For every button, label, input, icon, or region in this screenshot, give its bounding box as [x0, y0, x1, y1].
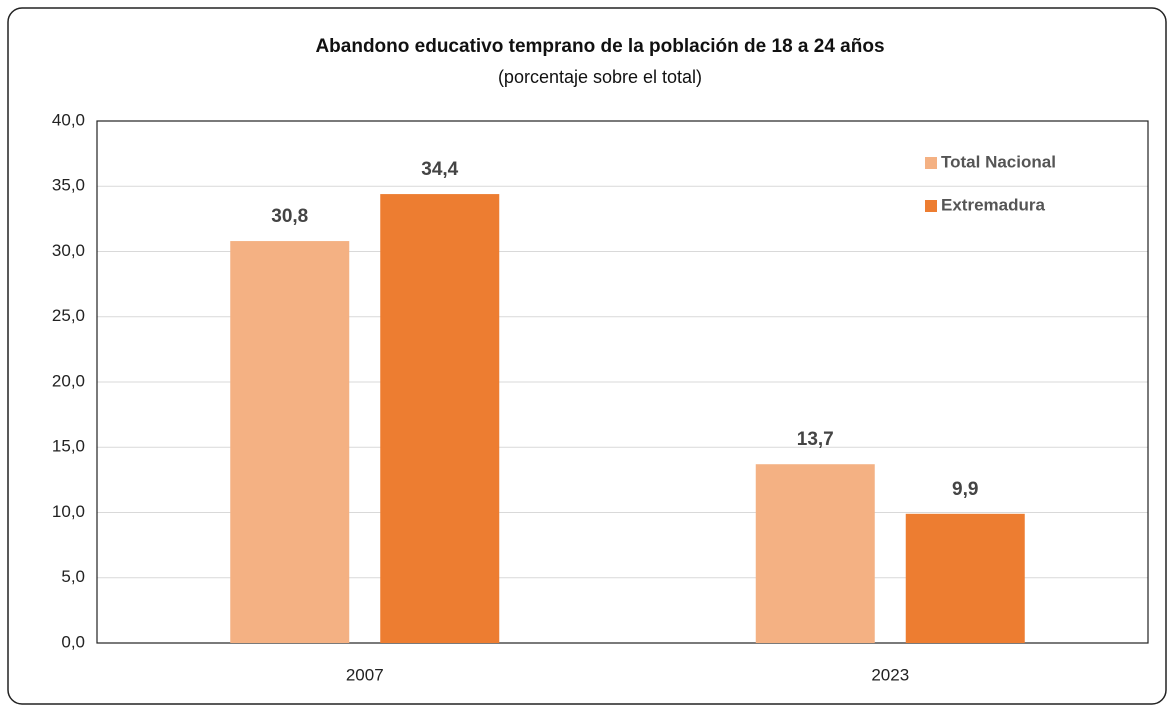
plot-frame	[96, 120, 1149, 644]
value-label: 30,8	[271, 206, 308, 227]
y-tick-label: 40,0	[52, 110, 85, 129]
legend-swatch	[925, 200, 937, 212]
x-tick-label: 2007	[346, 665, 384, 684]
bar	[905, 513, 1025, 643]
y-tick-label: 0,0	[61, 632, 85, 651]
y-tick-label: 35,0	[52, 176, 85, 195]
bar	[380, 194, 500, 643]
x-tick-label: 2023	[871, 665, 909, 684]
chart-title: Abandono educativo temprano de la poblac…	[315, 36, 884, 57]
y-tick-label: 10,0	[52, 502, 85, 521]
value-label: 13,7	[797, 429, 834, 450]
bar	[755, 464, 875, 643]
y-tick-label: 5,0	[61, 567, 85, 586]
legend-label: Extremadura	[941, 195, 1045, 214]
y-tick-label: 20,0	[52, 371, 85, 390]
y-tick-label: 25,0	[52, 306, 85, 325]
y-tick-label: 15,0	[52, 437, 85, 456]
bar	[230, 241, 350, 643]
legend-swatch	[925, 157, 937, 169]
value-label: 34,4	[421, 159, 458, 180]
value-label: 9,9	[952, 479, 978, 500]
chart-subtitle: (porcentaje sobre el total)	[498, 67, 702, 87]
legend-label: Total Nacional	[941, 152, 1056, 171]
y-tick-label: 30,0	[52, 241, 85, 260]
